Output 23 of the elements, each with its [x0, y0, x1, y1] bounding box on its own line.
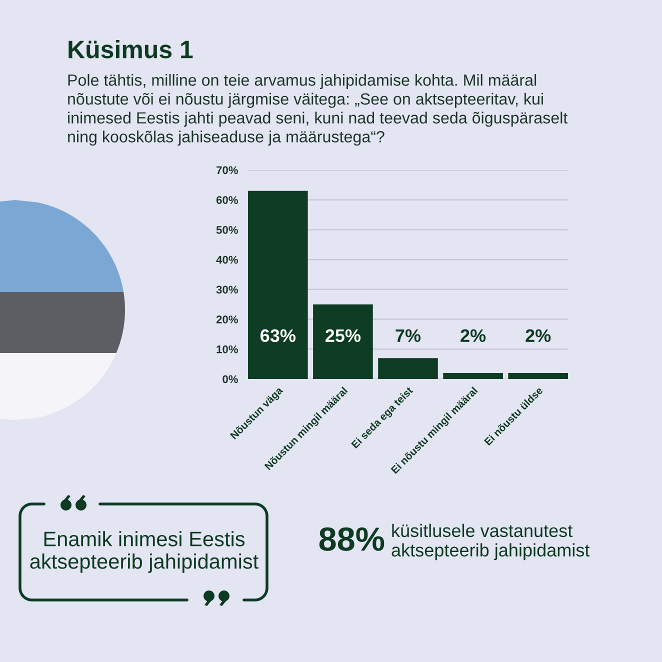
- y-tick-label: 10%: [216, 345, 238, 354]
- bar: [313, 304, 373, 379]
- y-tick-label: 30%: [216, 286, 238, 294]
- data-label: 7%: [396, 329, 421, 342]
- y-tick-label: 40%: [216, 256, 238, 264]
- text: küsitlusele vastanutest aktsepteerib jahipidamist: [392, 524, 590, 560]
- data-label: 25%: [326, 329, 361, 342]
- y-tick-label: 0%: [222, 375, 238, 384]
- bar: [443, 373, 503, 379]
- y-tick-label: 20%: [216, 316, 238, 324]
- text: 88%: [319, 527, 384, 551]
- data-label: 63%: [260, 329, 296, 342]
- data-label: 2%: [460, 329, 486, 342]
- y-tick-label: 50%: [216, 226, 238, 234]
- y-tick-label: 60%: [216, 196, 238, 204]
- bar: [508, 373, 568, 379]
- bar: [378, 358, 438, 379]
- text: Enamik inimesi Eestis aktsepteerib jahipidamist: [30, 531, 258, 573]
- chart-subtitle: Pole tähtis, milline on teie arvamus jahipidamise kohta. Mil määral nõustute või ei nõustu järgmise väitega: „See on aktsepteeritav, kui inimesed Eestis jahti peavad seni, kuni nad teevad seda õiguspäraselt ning kooskõlas jahiseaduse ja määrustega“?: [68, 74, 568, 146]
- y-tick-label: 70%: [216, 166, 238, 174]
- chart-title: Küsimus 1: [68, 40, 193, 58]
- bar: [248, 190, 308, 379]
- data-label: 2%: [526, 329, 551, 342]
